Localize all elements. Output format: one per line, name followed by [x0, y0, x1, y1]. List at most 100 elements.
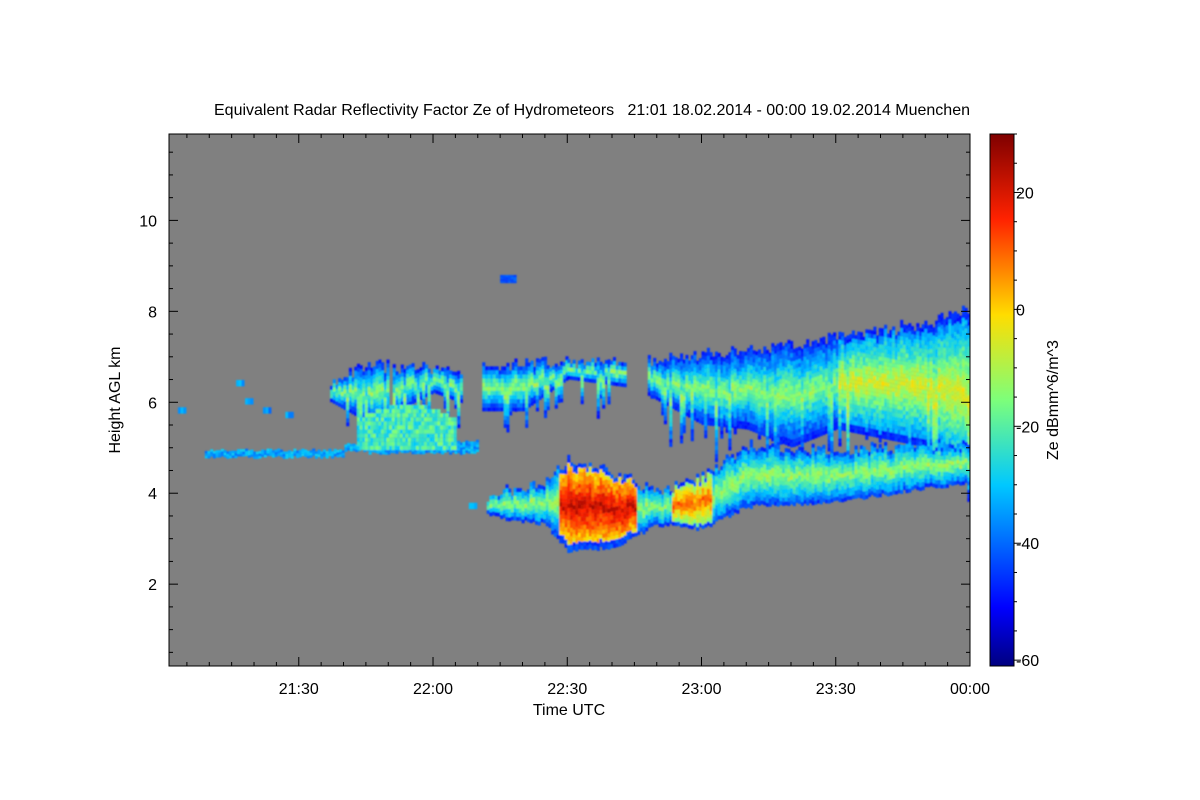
ze-cell: [851, 346, 855, 351]
ze-cell: [854, 421, 858, 426]
ze-cell: [827, 369, 831, 374]
ze-cell: [543, 510, 547, 516]
ze-cell: [373, 433, 377, 438]
ze-cell: [959, 364, 963, 369]
ze-cell: [709, 397, 713, 402]
ze-cell: [843, 353, 847, 358]
ze-cell: [916, 400, 920, 406]
ze-cell: [669, 397, 673, 402]
ze-cell: [535, 403, 540, 408]
ze-cell: [814, 372, 818, 377]
ze-cell: [522, 382, 526, 387]
ze-cell: [752, 395, 756, 400]
ze-cell: [929, 385, 933, 390]
ze-cell: [437, 433, 441, 438]
ze-cell: [556, 534, 560, 539]
ze-cell: [757, 414, 761, 420]
ze-cell: [537, 496, 541, 501]
ze-cell: [554, 371, 558, 376]
ze-cell: [457, 391, 461, 396]
ze-cell: [731, 419, 735, 424]
ze-cell: [857, 409, 861, 414]
ze-cell: [776, 413, 780, 418]
ze-cell: [701, 408, 705, 413]
ze-cell: [838, 429, 842, 435]
ze-cell: [356, 437, 361, 442]
ze-cell: [806, 367, 810, 372]
ze-cell: [814, 434, 818, 439]
ze-cell: [596, 414, 600, 419]
ze-cell: [792, 369, 796, 374]
ze-cell: [405, 441, 409, 446]
ze-cell: [663, 395, 668, 400]
ze-cell: [383, 417, 387, 422]
ze-cell: [677, 399, 681, 404]
ze-cell: [653, 361, 657, 367]
ze-cell: [894, 392, 898, 397]
ze-cell: [945, 390, 949, 395]
ze-cell: [562, 370, 566, 375]
ze-cell: [386, 371, 390, 376]
ze-cell: [370, 421, 374, 426]
ze-cell: [413, 433, 417, 438]
ze-cell: [876, 433, 880, 438]
ze-cell: [389, 425, 393, 430]
ze-cell: [498, 382, 502, 387]
ze-cell: [490, 394, 494, 400]
ze-cell: [658, 368, 662, 374]
ze-cell: [527, 395, 531, 400]
ze-cell: [525, 423, 529, 428]
ze-cell: [945, 366, 949, 371]
ze-cell: [522, 370, 526, 375]
ze-cell: [870, 354, 874, 359]
ze-cell: [792, 377, 796, 382]
ze-cell: [394, 417, 398, 422]
ze-cell: [961, 379, 966, 384]
ze-cell: [475, 447, 480, 450]
ze-cell: [779, 407, 783, 412]
ze-cell: [741, 367, 745, 372]
ze-cell: [876, 335, 880, 340]
ze-cell: [242, 449, 246, 452]
ze-cell: [961, 432, 966, 437]
ze-cell: [814, 348, 818, 353]
ze-cell: [790, 381, 794, 386]
ze-cell: [776, 392, 780, 397]
ze-cell: [454, 451, 458, 454]
ze-cell: [445, 417, 449, 422]
ze-cell: [602, 400, 606, 405]
ze-cell: [704, 434, 708, 439]
ze-cell: [846, 404, 850, 410]
ze-cell: [487, 399, 491, 404]
ze-cell: [862, 418, 866, 423]
ze-cell: [495, 399, 499, 404]
ze-cell: [967, 379, 970, 384]
ze-cell: [816, 367, 821, 372]
ze-cell: [378, 425, 382, 430]
ze-cell: [814, 397, 818, 402]
ze-cell: [510, 508, 514, 513]
ze-cell: [416, 441, 420, 446]
ze-cell: [728, 405, 732, 410]
ze-cell: [951, 350, 955, 355]
ze-cell: [787, 372, 791, 377]
ze-cell: [403, 377, 407, 382]
ze-cell: [851, 338, 855, 343]
ze-cell: [873, 392, 877, 397]
ze-cell: [739, 351, 743, 356]
ze-cell: [402, 445, 406, 451]
ze-cell: [426, 413, 430, 418]
ze-cell: [857, 364, 861, 369]
ze-cell: [945, 362, 949, 367]
ze-cell: [618, 370, 622, 375]
ze-cell: [908, 400, 912, 406]
ze-cell: [492, 403, 497, 408]
ze-cell: [602, 363, 606, 368]
ze-cell: [876, 400, 880, 406]
ze-cell: [511, 399, 515, 404]
ze-cell: [771, 384, 775, 389]
ze-cell: [373, 394, 377, 400]
ze-cell: [811, 377, 815, 383]
ze-cell: [717, 389, 721, 394]
ze-cell: [961, 387, 966, 392]
